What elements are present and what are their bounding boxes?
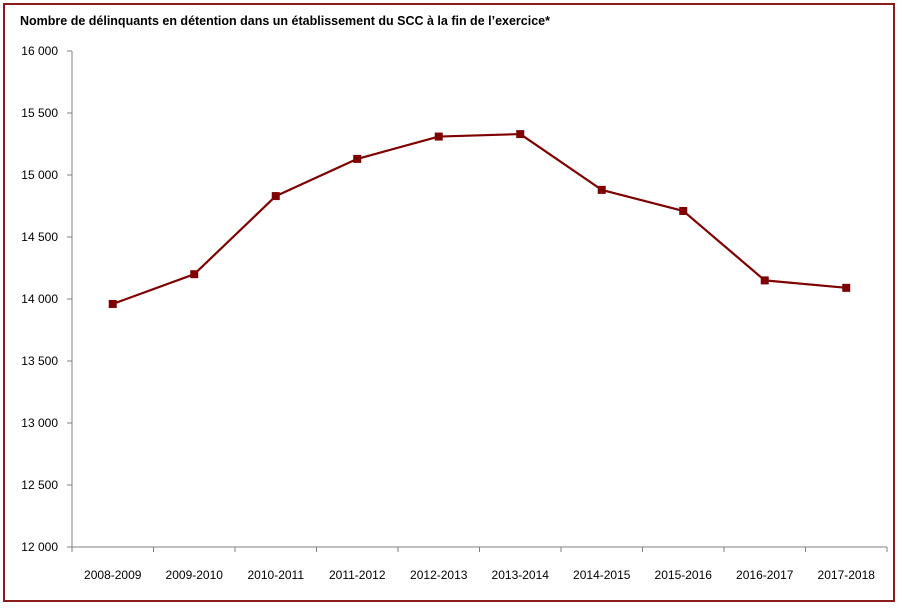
x-tick-label: 2016-2017 bbox=[736, 568, 794, 582]
x-tick-label: 2012-2013 bbox=[410, 568, 468, 582]
x-tick-label: 2011-2012 bbox=[329, 568, 386, 582]
data-point-marker bbox=[842, 283, 851, 292]
y-axis: 12 000 12 500 13 000 13 500 14 000 14 500 15 0… bbox=[21, 44, 73, 554]
data-point-marker bbox=[516, 130, 525, 139]
data-point-marker bbox=[597, 185, 606, 194]
x-tick-label: 2010-2011 bbox=[248, 568, 305, 582]
data-point-marker bbox=[271, 192, 280, 201]
data-point-marker bbox=[679, 206, 688, 215]
y-tick-label: 12 000 bbox=[21, 540, 58, 554]
y-tick-label: 13 000 bbox=[21, 416, 58, 430]
data-point-marker bbox=[190, 270, 199, 279]
x-tick-label: 2009-2010 bbox=[166, 568, 224, 582]
x-tick-label: 2017-2018 bbox=[818, 568, 876, 582]
x-axis: 2008-2009 2009-2010 2010-2011 2011-2012 2012… bbox=[71, 546, 888, 582]
y-tick-label: 14 500 bbox=[21, 230, 58, 244]
x-tick-label: 2015-2016 bbox=[655, 568, 713, 582]
chart-title: Nombre de délinquants en détention dans … bbox=[20, 14, 550, 28]
chart-frame bbox=[3, 3, 895, 602]
y-tick-label: 15 000 bbox=[21, 168, 58, 182]
y-tick-label: 16 000 bbox=[21, 44, 58, 58]
series-layer bbox=[108, 130, 851, 308]
data-point-marker bbox=[108, 299, 117, 308]
x-tick-label: 2013-2014 bbox=[492, 568, 550, 582]
y-tick-label: 14 000 bbox=[21, 292, 58, 306]
x-tick-label: 2008-2009 bbox=[84, 568, 142, 582]
data-point-marker bbox=[353, 154, 362, 163]
y-tick-label: 15 500 bbox=[21, 106, 58, 120]
x-tick-label: 2014-2015 bbox=[573, 568, 631, 582]
y-tick-label: 12 500 bbox=[21, 478, 58, 492]
data-point-marker bbox=[434, 132, 443, 141]
y-tick-label: 13 500 bbox=[21, 354, 58, 368]
series-line bbox=[112, 132, 847, 305]
data-point-marker bbox=[760, 276, 769, 285]
